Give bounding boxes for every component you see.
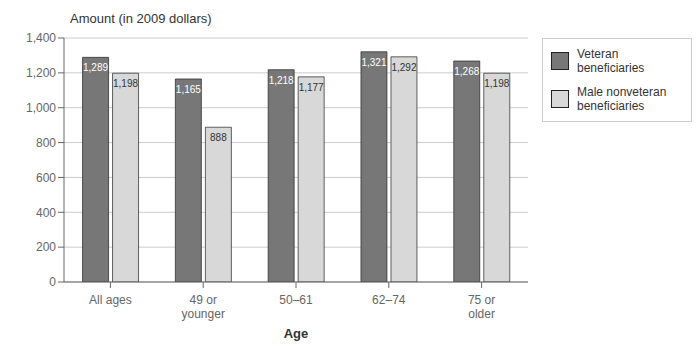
svg-text:1,292: 1,292 [391, 62, 416, 73]
svg-text:600: 600 [36, 171, 56, 185]
svg-text:All ages: All ages [89, 293, 132, 307]
svg-text:75 orolder: 75 orolder [468, 293, 495, 321]
svg-text:1,198: 1,198 [113, 78, 138, 89]
svg-text:400: 400 [36, 206, 56, 220]
svg-text:200: 200 [36, 240, 56, 254]
svg-text:1,400: 1,400 [26, 31, 56, 45]
html-text:Male nonveteran: Male nonveteran [577, 85, 667, 99]
svg-text:1,321: 1,321 [361, 57, 386, 68]
svg-text:1,198: 1,198 [484, 78, 509, 89]
svg-text:1,177: 1,177 [299, 82, 324, 93]
svg-text:1,000: 1,000 [26, 101, 56, 115]
svg-text:1,268: 1,268 [454, 66, 479, 77]
html-text:beneficiaries: beneficiaries [577, 61, 645, 75]
html-text:Amount (in 2009 dollars): Amount (in 2009 dollars) [70, 11, 212, 26]
svg-text:888: 888 [210, 132, 227, 143]
svg-text:1,165: 1,165 [176, 84, 201, 95]
svg-text:1,200: 1,200 [26, 66, 56, 80]
svg-text:50–61: 50–61 [279, 293, 313, 307]
html-text:Veteran: Veteran [577, 47, 619, 61]
svg-text:Age: Age [284, 326, 309, 341]
svg-text:49 oryounger: 49 oryounger [182, 293, 225, 321]
svg-text:1,218: 1,218 [269, 75, 294, 86]
svg-text:0: 0 [49, 275, 56, 289]
svg-text:800: 800 [36, 136, 56, 150]
html-text:beneficiaries: beneficiaries [577, 99, 645, 113]
svg-text:1,289: 1,289 [83, 62, 108, 73]
svg-text:62–74: 62–74 [372, 293, 406, 307]
